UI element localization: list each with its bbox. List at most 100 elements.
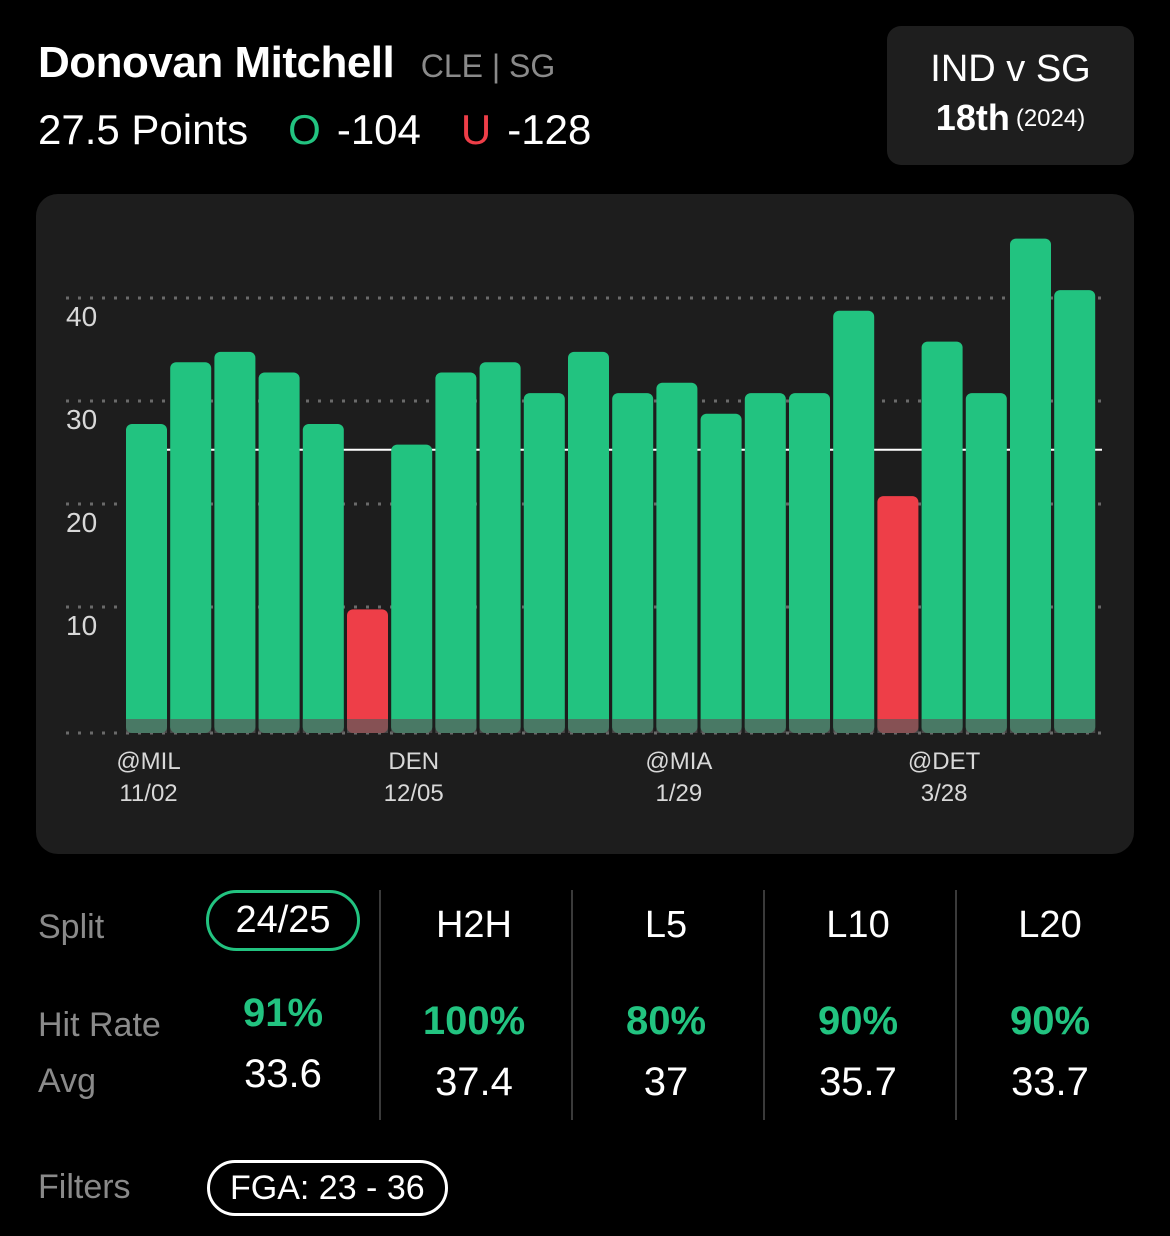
- filters-label: Filters: [38, 1168, 131, 1206]
- bar-base: [833, 719, 875, 733]
- split-column-h2h[interactable]: H2H 100% 37.4: [379, 880, 569, 1105]
- avg-value: 35.7: [819, 1060, 897, 1104]
- split-tab-season[interactable]: 24/25: [206, 890, 360, 951]
- x-tick-opponent: @MIL: [116, 748, 180, 775]
- y-tick-label: 30: [66, 404, 97, 435]
- split-column-season[interactable]: 24/25 91% 33.6: [188, 880, 378, 1097]
- y-tick-label: 40: [66, 301, 97, 332]
- bar: [435, 372, 477, 733]
- hit-rate-value: 90%: [1009, 999, 1091, 1043]
- split-tab-l5[interactable]: L5: [644, 904, 688, 946]
- rank-value: 18th: [935, 97, 1010, 138]
- prop-line: 27.5 Points O -104 U -128: [38, 106, 591, 154]
- bar: [258, 372, 300, 733]
- matchup-title: IND v SG: [930, 48, 1091, 90]
- hit-rate-value: 100%: [422, 999, 526, 1043]
- hit-rate-row-label: Hit Rate: [38, 1006, 161, 1044]
- bar: [700, 413, 742, 733]
- bar: [302, 424, 344, 733]
- bar: [833, 310, 875, 733]
- split-tab-h2h[interactable]: H2H: [435, 904, 513, 946]
- bar: [921, 341, 963, 733]
- split-tab-l20[interactable]: L20: [1018, 904, 1082, 946]
- y-tick-label: 10: [66, 610, 97, 641]
- bar-base: [126, 719, 167, 733]
- hit-rate-value: 90%: [817, 999, 899, 1043]
- avg-value: 37: [643, 1060, 689, 1104]
- player-header: Donovan Mitchell CLE | SG: [38, 38, 555, 88]
- split-column-l5[interactable]: L5 80% 37: [571, 880, 761, 1105]
- bar-base: [258, 719, 300, 733]
- bar: [479, 362, 521, 733]
- split-tab-l10[interactable]: L10: [826, 904, 890, 946]
- bar: [744, 393, 786, 733]
- prop-label: 27.5 Points: [38, 106, 249, 153]
- bar-base: [479, 719, 521, 733]
- under-odds[interactable]: -128: [507, 106, 592, 153]
- x-tick-date: 1/29: [656, 780, 703, 807]
- player-name: Donovan Mitchell: [38, 38, 395, 87]
- game-log-chart: 10 20 30 40 @MIL 11/02 DEN 12/05 @MIA 1/29 @DET 3/2…: [36, 194, 1134, 854]
- split-column-l10[interactable]: L10 90% 35.7: [763, 880, 953, 1105]
- x-tick-opponent: DEN: [388, 748, 439, 775]
- column-divider: [571, 890, 573, 1120]
- bar: [568, 351, 609, 733]
- bar: [347, 609, 388, 733]
- x-tick-date: 3/28: [921, 780, 968, 807]
- defense-rank: 18th (2024): [887, 97, 1134, 139]
- column-divider: [955, 890, 957, 1120]
- y-tick-label: 20: [66, 507, 97, 538]
- hit-rate-value: 91%: [242, 991, 324, 1035]
- x-tick-opponent: @MIA: [645, 748, 712, 775]
- bar-base: [391, 719, 433, 733]
- over-odds[interactable]: -104: [336, 106, 421, 153]
- bar-base: [656, 719, 698, 733]
- bar: [656, 382, 698, 733]
- bar: [789, 393, 830, 733]
- x-tick-opponent: @DET: [908, 748, 981, 775]
- bar-base: [1054, 719, 1096, 733]
- bar: [523, 393, 565, 733]
- bar-chart-svg: 10 20 30 40 @MIL 11/02 DEN 12/05 @MIA 1/29 @DET 3/2…: [66, 238, 1102, 807]
- bar-base: [877, 719, 919, 733]
- bar: [391, 444, 433, 733]
- bar: [1054, 290, 1096, 733]
- splits-table: Split Hit Rate Avg 24/25 91% 33.6 H2H 10…: [0, 880, 1170, 1130]
- bar: [1010, 238, 1051, 733]
- bar-base: [1010, 719, 1051, 733]
- matchup-card[interactable]: IND v SG 18th (2024): [887, 26, 1134, 165]
- bar-base: [700, 719, 742, 733]
- bar-base: [435, 719, 477, 733]
- bar-base: [789, 719, 830, 733]
- avg-row-label: Avg: [38, 1062, 96, 1100]
- avg-value: 37.4: [435, 1060, 513, 1104]
- bar-base: [214, 719, 256, 733]
- bar-base: [744, 719, 786, 733]
- bar-base: [921, 719, 963, 733]
- bar-base: [612, 719, 654, 733]
- team-position: CLE | SG: [420, 48, 556, 84]
- avg-value: 33.6: [244, 1052, 322, 1096]
- rank-year: (2024): [1015, 105, 1086, 132]
- bar: [126, 424, 167, 733]
- column-divider: [379, 890, 381, 1120]
- avg-value: 33.7: [1011, 1060, 1089, 1104]
- bar-base: [568, 719, 609, 733]
- bar-base: [170, 719, 212, 733]
- under-symbol[interactable]: U: [460, 106, 492, 153]
- bar-base: [523, 719, 565, 733]
- split-row-label: Split: [38, 908, 105, 946]
- x-tick-date: 11/02: [119, 780, 177, 807]
- split-column-l20[interactable]: L20 90% 33.7: [955, 880, 1145, 1105]
- bar: [965, 393, 1007, 733]
- x-tick-date: 12/05: [384, 780, 444, 807]
- bar: [214, 351, 256, 733]
- bar: [612, 393, 654, 733]
- hit-rate-value: 80%: [625, 999, 707, 1043]
- bar: [877, 496, 919, 733]
- column-divider: [763, 890, 765, 1120]
- bar: [170, 362, 212, 733]
- over-symbol[interactable]: O: [288, 106, 321, 153]
- bar-base: [302, 719, 344, 733]
- filter-chip-fga[interactable]: FGA: 23 - 36: [207, 1160, 448, 1216]
